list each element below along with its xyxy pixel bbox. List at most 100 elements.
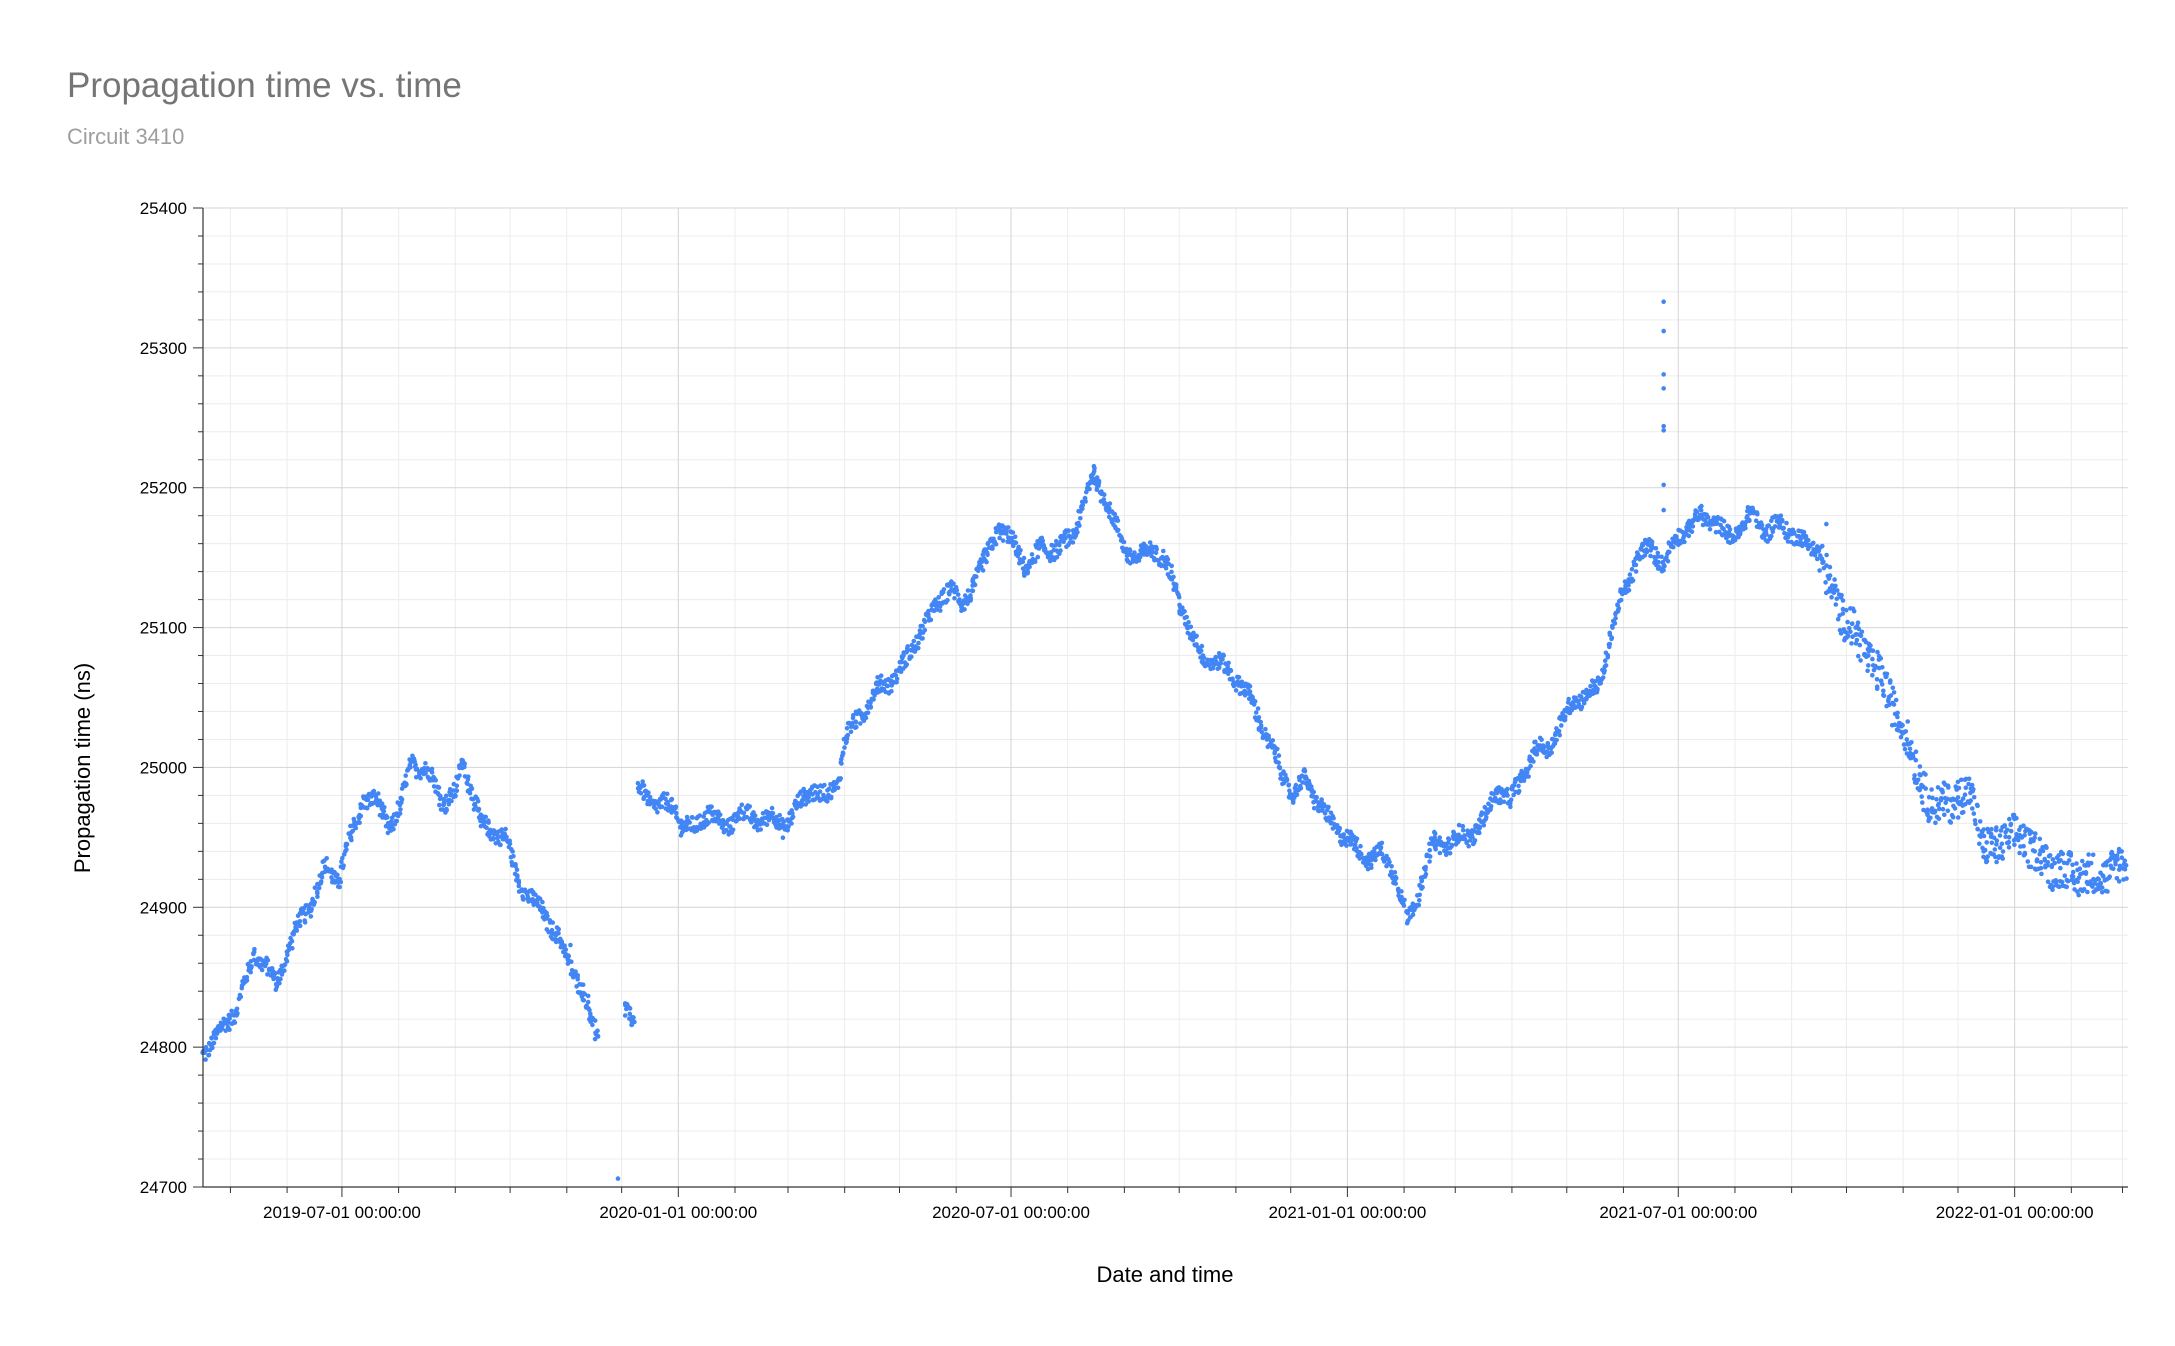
data-point bbox=[1930, 795, 1935, 801]
data-point bbox=[746, 805, 752, 810]
data-point bbox=[1433, 847, 1438, 852]
data-point bbox=[871, 697, 876, 702]
data-point bbox=[1815, 549, 1821, 554]
data-point bbox=[1785, 539, 1791, 544]
data-point bbox=[1993, 827, 1999, 833]
data-point bbox=[545, 913, 550, 919]
data-point bbox=[1801, 529, 1806, 535]
data-point bbox=[2007, 816, 2012, 822]
data-point bbox=[1597, 681, 1602, 686]
data-point bbox=[1912, 776, 1917, 782]
data-point bbox=[835, 779, 840, 784]
outlier-point bbox=[1661, 507, 1666, 513]
data-point bbox=[549, 927, 555, 933]
data-point bbox=[1802, 541, 1807, 546]
data-point bbox=[1845, 619, 1850, 625]
data-point bbox=[1929, 806, 1935, 811]
data-point bbox=[2070, 862, 2075, 868]
data-point bbox=[1173, 582, 1179, 587]
data-point bbox=[220, 1023, 225, 1029]
data-point bbox=[647, 794, 653, 800]
data-point bbox=[1297, 783, 1303, 789]
data-point bbox=[1835, 616, 1841, 622]
data-point bbox=[2066, 858, 2072, 863]
data-point bbox=[1725, 534, 1730, 539]
data-point bbox=[1460, 827, 1466, 833]
data-point bbox=[962, 593, 968, 598]
data-point bbox=[1866, 663, 1871, 668]
data-point bbox=[1776, 520, 1782, 525]
data-point bbox=[1925, 807, 1930, 812]
data-point bbox=[1270, 738, 1276, 743]
x-tick-label: 2021-01-01 00:00:00 bbox=[1268, 1203, 1426, 1222]
data-point bbox=[213, 1035, 219, 1041]
data-point bbox=[865, 710, 871, 715]
data-point bbox=[278, 976, 283, 982]
data-point bbox=[1147, 540, 1153, 545]
data-point bbox=[1571, 695, 1577, 700]
data-point bbox=[640, 779, 645, 784]
data-point bbox=[2115, 857, 2120, 862]
data-point bbox=[429, 770, 435, 775]
data-point bbox=[1713, 529, 1719, 535]
data-point bbox=[1655, 554, 1661, 559]
data-point bbox=[423, 761, 428, 766]
data-point bbox=[1966, 781, 1971, 787]
data-point bbox=[1898, 734, 1904, 740]
data-point bbox=[1263, 726, 1268, 732]
data-point bbox=[1750, 510, 1756, 516]
data-point bbox=[1379, 840, 1385, 846]
data-point bbox=[1665, 558, 1671, 564]
data-point bbox=[222, 1019, 228, 1025]
data-point bbox=[1811, 540, 1816, 546]
data-point bbox=[1610, 625, 1615, 630]
data-point bbox=[2114, 853, 2120, 858]
data-point bbox=[872, 693, 877, 698]
data-point bbox=[1907, 746, 1913, 752]
data-point bbox=[511, 853, 516, 859]
x-tick-label: 2020-01-01 00:00:00 bbox=[599, 1203, 757, 1222]
data-point bbox=[665, 799, 670, 805]
data-point bbox=[789, 821, 794, 826]
data-point bbox=[959, 604, 964, 609]
data-point bbox=[491, 836, 496, 842]
data-point bbox=[663, 796, 668, 802]
data-point bbox=[673, 804, 679, 809]
data-point bbox=[1169, 563, 1174, 569]
data-point bbox=[1821, 559, 1826, 565]
data-point bbox=[2021, 823, 2026, 828]
data-point bbox=[467, 790, 473, 796]
data-point bbox=[1895, 710, 1900, 716]
data-point bbox=[1253, 710, 1259, 715]
data-point bbox=[1352, 842, 1358, 847]
data-point bbox=[294, 928, 300, 933]
data-point bbox=[442, 800, 447, 805]
data-point bbox=[1101, 492, 1107, 498]
data-point bbox=[1913, 757, 1919, 763]
data-point bbox=[527, 897, 533, 903]
data-point bbox=[889, 688, 894, 694]
data-point bbox=[974, 574, 979, 579]
data-point bbox=[2062, 873, 2068, 878]
data-point bbox=[1505, 793, 1510, 798]
data-point bbox=[1337, 825, 1343, 831]
data-point bbox=[1642, 553, 1648, 558]
data-point bbox=[469, 786, 475, 791]
data-point bbox=[566, 958, 571, 963]
y-tick-label: 24900 bbox=[140, 898, 187, 917]
data-point bbox=[1937, 806, 1942, 812]
data-point bbox=[1824, 552, 1829, 558]
data-point bbox=[1994, 859, 1999, 865]
data-point bbox=[1446, 836, 1451, 841]
data-point bbox=[1827, 586, 1833, 591]
data-point bbox=[1629, 566, 1635, 572]
data-point bbox=[1501, 799, 1507, 805]
data-point bbox=[1835, 588, 1840, 593]
data-point bbox=[2014, 816, 2019, 821]
data-point bbox=[798, 789, 804, 794]
data-point bbox=[739, 802, 745, 808]
data-point bbox=[736, 809, 741, 815]
data-point bbox=[1012, 534, 1018, 540]
data-point bbox=[1315, 800, 1321, 805]
data-point bbox=[1434, 842, 1440, 848]
